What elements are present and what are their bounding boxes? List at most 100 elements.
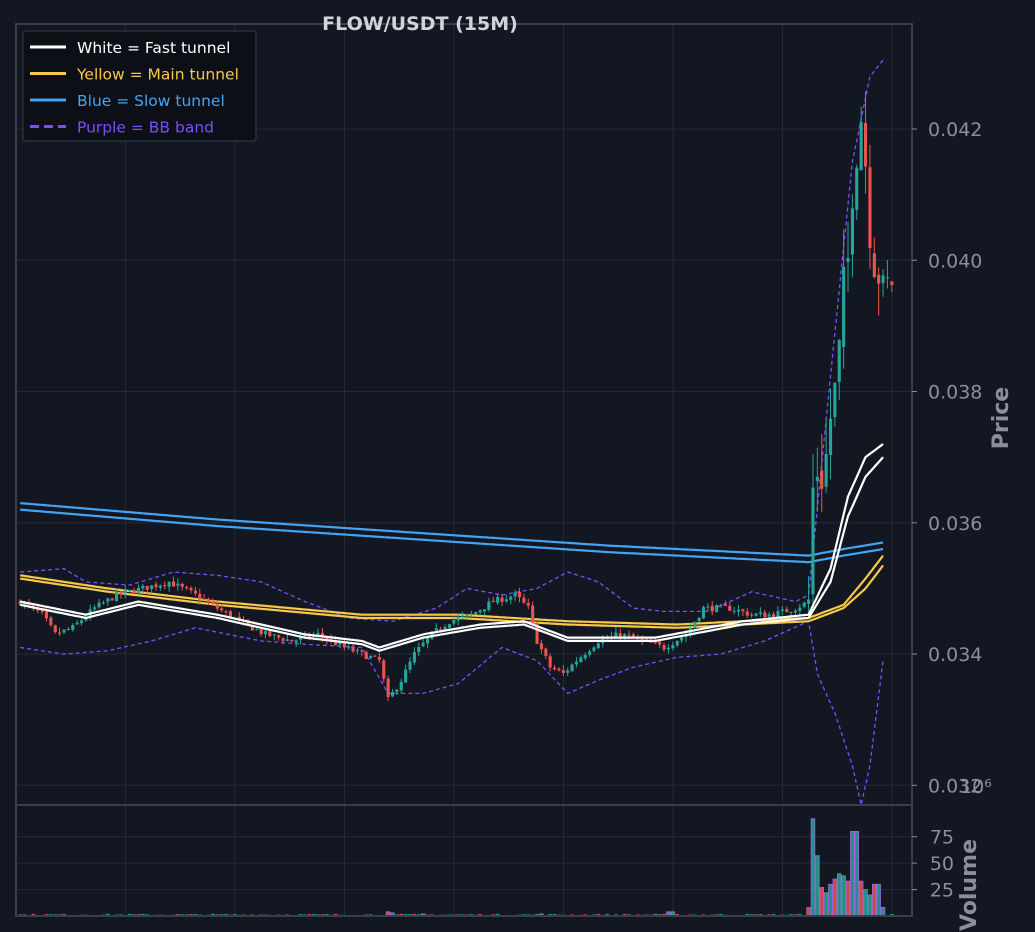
candle-body	[277, 635, 281, 638]
candle-body	[737, 609, 741, 612]
candle-body	[859, 121, 863, 171]
candle-body	[868, 167, 872, 248]
candle-body	[566, 670, 570, 673]
legend: White = Fast tunnel Yellow = Main tunnel B…	[22, 30, 257, 142]
candle-body	[872, 253, 876, 277]
chart-title: FLOW/USDT (15M)	[322, 13, 518, 35]
candle-body	[115, 591, 119, 601]
volume-bar	[880, 907, 886, 917]
candle-body	[355, 649, 359, 651]
volume-layer	[18, 818, 894, 917]
candle-body	[504, 599, 508, 602]
candle-body	[263, 631, 267, 635]
candle-body	[211, 601, 215, 604]
fast-tunnel-line	[19, 443, 884, 649]
candle-body	[123, 590, 127, 594]
candle-body	[71, 625, 75, 630]
candle-body	[132, 591, 136, 594]
candle-body	[320, 632, 324, 637]
volume-bar	[837, 873, 842, 917]
volume-bar	[841, 875, 846, 917]
slow-tunnel-line	[20, 508, 884, 564]
candle-body	[890, 281, 894, 285]
volume-panel-frame	[15, 804, 913, 917]
candle-body	[772, 614, 776, 618]
candle-body	[535, 623, 539, 644]
candle-body	[605, 638, 609, 640]
price-tick-label: 0.036	[928, 513, 982, 535]
candle-body	[316, 632, 320, 635]
candle-body	[167, 581, 171, 587]
candle-body	[697, 617, 701, 622]
legend-box	[22, 30, 257, 142]
candle-body	[829, 418, 833, 455]
candle-body	[807, 599, 811, 604]
candle-body	[408, 661, 412, 670]
candle-body	[141, 585, 145, 589]
bb-lower-band	[20, 620, 884, 806]
volume-bar	[872, 883, 877, 917]
candle-body	[706, 606, 710, 608]
candle-body	[237, 616, 241, 620]
candle-body	[110, 598, 114, 601]
candle-body	[163, 585, 167, 586]
volume-bar	[819, 887, 825, 917]
candle-body	[18, 600, 22, 605]
candle-body	[325, 637, 329, 640]
candle-body	[198, 593, 202, 600]
candle-body	[193, 590, 197, 594]
candle-body	[220, 608, 224, 611]
candle-body	[250, 624, 254, 631]
candle-body	[185, 586, 189, 589]
price-tick-label: 0.032	[928, 775, 982, 797]
volume-tick-label: 50	[930, 853, 954, 875]
candle-body	[785, 609, 789, 613]
volume-bar	[810, 818, 816, 917]
candle-body	[49, 617, 53, 626]
price-tick-label: 0.042	[928, 119, 982, 141]
candle-body	[360, 650, 364, 652]
candle-body	[36, 608, 40, 611]
price-axis-label: Price	[989, 387, 1014, 449]
volume-bar	[806, 907, 811, 917]
candle-body	[623, 634, 627, 637]
candle-body	[443, 626, 447, 631]
candle-body	[101, 602, 105, 604]
candle-body	[548, 656, 552, 668]
volume-bar	[211, 913, 215, 916]
candle-body	[150, 585, 154, 589]
candle-body	[93, 607, 97, 610]
candle-body	[228, 611, 232, 618]
candle-body	[97, 602, 101, 608]
candle-body	[666, 647, 670, 650]
candle-body	[154, 584, 158, 588]
candle-body	[553, 667, 557, 670]
candle-body	[618, 633, 622, 637]
volume-bar	[605, 913, 609, 916]
candle-body	[80, 620, 84, 624]
candle-body	[469, 613, 473, 615]
volume-bar	[745, 913, 750, 916]
candle-body	[557, 668, 561, 671]
candle-body	[395, 689, 399, 692]
candle-body	[680, 637, 684, 641]
candle-body	[846, 258, 850, 262]
candle-body	[404, 669, 408, 683]
candle-body	[465, 614, 469, 617]
candle-body	[452, 620, 456, 624]
candle-body	[145, 585, 149, 590]
candle-body	[732, 610, 736, 612]
volume-bar	[854, 831, 860, 917]
volume-bar	[823, 892, 829, 917]
candle-body	[627, 634, 631, 636]
candle-body	[592, 647, 596, 651]
fast-tunnel-line	[19, 456, 884, 652]
candle-body	[658, 641, 662, 645]
candle-body	[119, 591, 123, 595]
candle-body	[675, 640, 679, 646]
price-tick-label: 0.034	[928, 644, 982, 666]
candle-body	[369, 656, 373, 659]
frame-layer	[15, 23, 913, 917]
candle-body	[758, 612, 762, 614]
